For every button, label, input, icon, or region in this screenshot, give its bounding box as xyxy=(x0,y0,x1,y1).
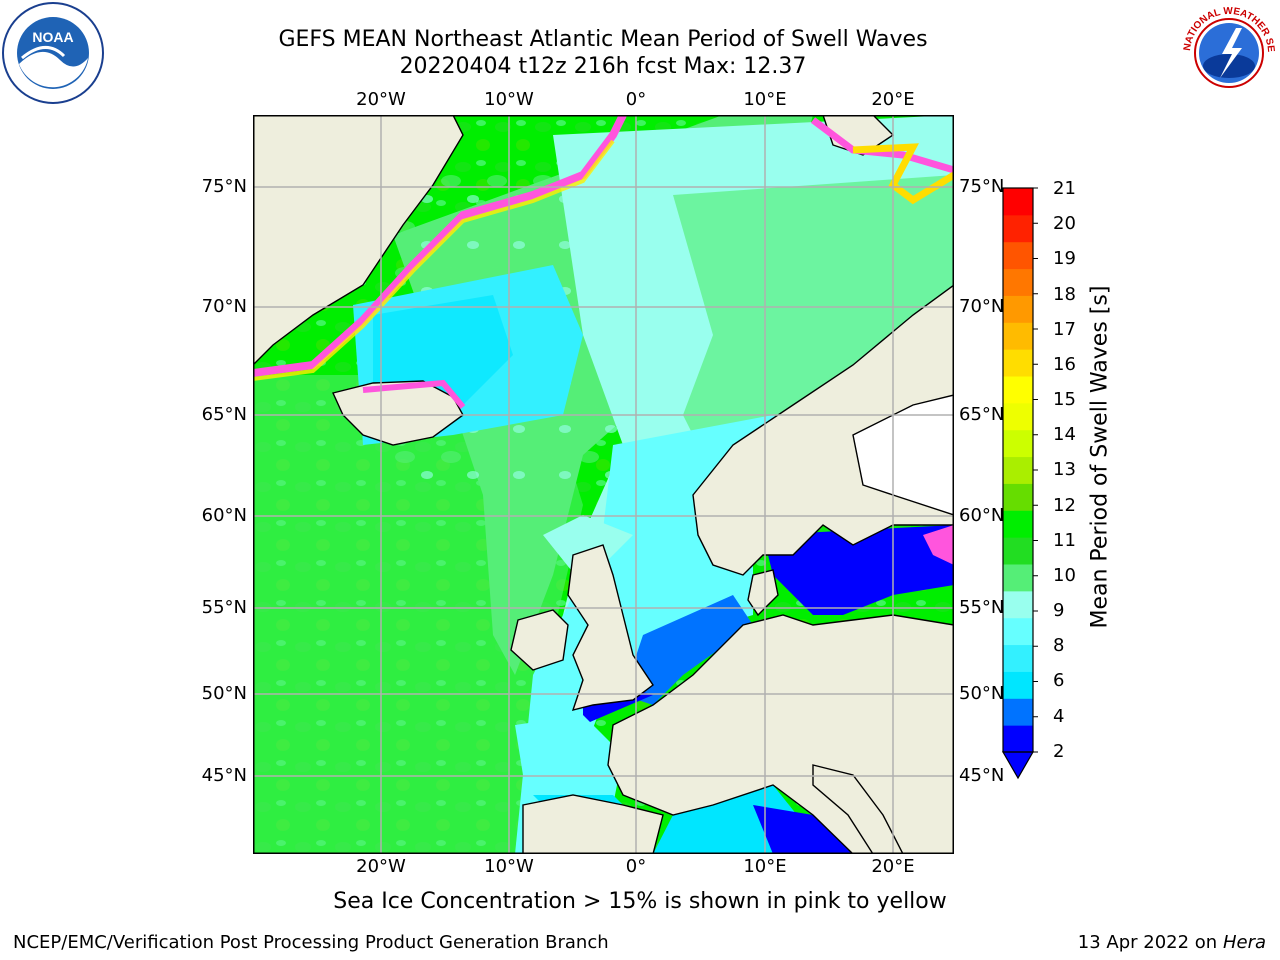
colorbar-band xyxy=(1003,590,1033,619)
lon-label-bottom: 0° xyxy=(625,856,647,877)
colorbar-band xyxy=(1003,295,1033,323)
colorbar-tick-label: 9 xyxy=(1053,600,1065,621)
colorbar-band xyxy=(1003,376,1033,404)
colorbar-band xyxy=(1003,429,1033,458)
colorbar-band xyxy=(1003,268,1033,296)
noaa-logo: NOAA xyxy=(2,2,104,104)
lat-label-left: 60°N xyxy=(201,505,247,526)
credit-text: NCEP/EMC/Verification Post Processing Pr… xyxy=(13,932,609,953)
colorbar-band xyxy=(1003,537,1033,565)
colorbar-band xyxy=(1003,698,1033,726)
lon-label-bottom: 10°W xyxy=(484,856,534,877)
host-name: Hera xyxy=(1222,932,1266,953)
colorbar-tick-label: 16 xyxy=(1053,354,1076,375)
colorbar-band xyxy=(1003,241,1033,270)
lat-label-right: 60°N xyxy=(959,505,1005,526)
sea-ice-note: Sea Ice Concentration > 15% is shown in … xyxy=(333,889,947,914)
lat-label-left: 45°N xyxy=(201,765,247,786)
lon-label-bottom: 20°W xyxy=(356,856,406,877)
colorbar-band xyxy=(1003,349,1033,377)
colorbar-tick-label: 20 xyxy=(1053,213,1076,234)
colorbar-band xyxy=(1003,402,1033,431)
colorbar-extend-arrow xyxy=(1001,751,1035,780)
colorbar-tick-label: 17 xyxy=(1053,319,1076,340)
lon-label-bottom: 10°E xyxy=(743,856,787,877)
lat-label-right: 50°N xyxy=(959,683,1005,704)
colorbar-band xyxy=(1003,322,1033,350)
lat-label-right: 70°N xyxy=(959,296,1005,317)
date-stamp: 13 Apr 2022 on Hera xyxy=(1078,932,1266,953)
lat-label-left: 55°N xyxy=(201,597,247,618)
colorbar-band xyxy=(1003,725,1033,753)
lon-label-top: 20°W xyxy=(356,89,406,110)
lon-label-top: 20°E xyxy=(871,89,915,110)
colorbar-tick-label: 21 xyxy=(1053,178,1076,199)
colorbar-band xyxy=(1003,617,1033,646)
colorbar-tick-label: 12 xyxy=(1053,495,1076,516)
colorbar-tick-label: 18 xyxy=(1053,284,1076,305)
lat-label-right: 45°N xyxy=(959,765,1005,786)
colorbar-band xyxy=(1003,671,1033,699)
colorbar-tick-label: 15 xyxy=(1053,389,1076,410)
lon-label-top: 10°E xyxy=(743,89,787,110)
colorbar-band xyxy=(1003,456,1033,484)
lat-label-left: 50°N xyxy=(201,683,247,704)
colorbar-label: Mean Period of Swell Waves [s] xyxy=(1087,285,1113,629)
lon-label-top: 10°W xyxy=(484,89,534,110)
colorbar-tick-label: 13 xyxy=(1053,459,1076,480)
svg-text:NOAA: NOAA xyxy=(32,29,73,45)
lat-label-right: 75°N xyxy=(959,176,1005,197)
colorbar-tick-label: 11 xyxy=(1053,530,1076,551)
lon-label-bottom: 20°E xyxy=(871,856,915,877)
colorbar-tick-label: 10 xyxy=(1053,565,1076,586)
nws-logo: NATIONAL WEATHER SERVICE xyxy=(1174,0,1280,104)
lat-label-left: 75°N xyxy=(201,176,247,197)
date-text: 13 Apr 2022 on xyxy=(1077,932,1218,953)
colorbar-tick-label: 19 xyxy=(1053,248,1076,269)
lat-label-right: 65°N xyxy=(959,404,1005,425)
lon-label-top: 0° xyxy=(625,89,647,110)
colorbar-tick-label: 14 xyxy=(1053,424,1076,445)
colorbar-band xyxy=(1003,564,1033,592)
colorbar xyxy=(1001,187,1038,780)
colorbar-tick-label: 6 xyxy=(1053,670,1065,691)
colorbar-band xyxy=(1003,483,1033,511)
colorbar-tick-label: 2 xyxy=(1053,741,1065,762)
colorbar-tick-label: 8 xyxy=(1053,635,1065,656)
colorbar-band xyxy=(1003,644,1033,672)
lat-label-right: 55°N xyxy=(959,597,1005,618)
colorbar-band xyxy=(1003,214,1033,243)
lat-label-left: 70°N xyxy=(201,296,247,317)
colorbar-tick-label: 4 xyxy=(1053,706,1065,727)
chart-subtitle: 20220404 t12z 216h fcst Max: 12.37 xyxy=(399,54,807,79)
colorbar-band xyxy=(1003,188,1033,216)
chart-title: GEFS MEAN Northeast Atlantic Mean Period… xyxy=(278,27,928,52)
map-panel xyxy=(253,115,954,854)
colorbar-band xyxy=(1003,510,1033,538)
lat-label-left: 65°N xyxy=(201,404,247,425)
